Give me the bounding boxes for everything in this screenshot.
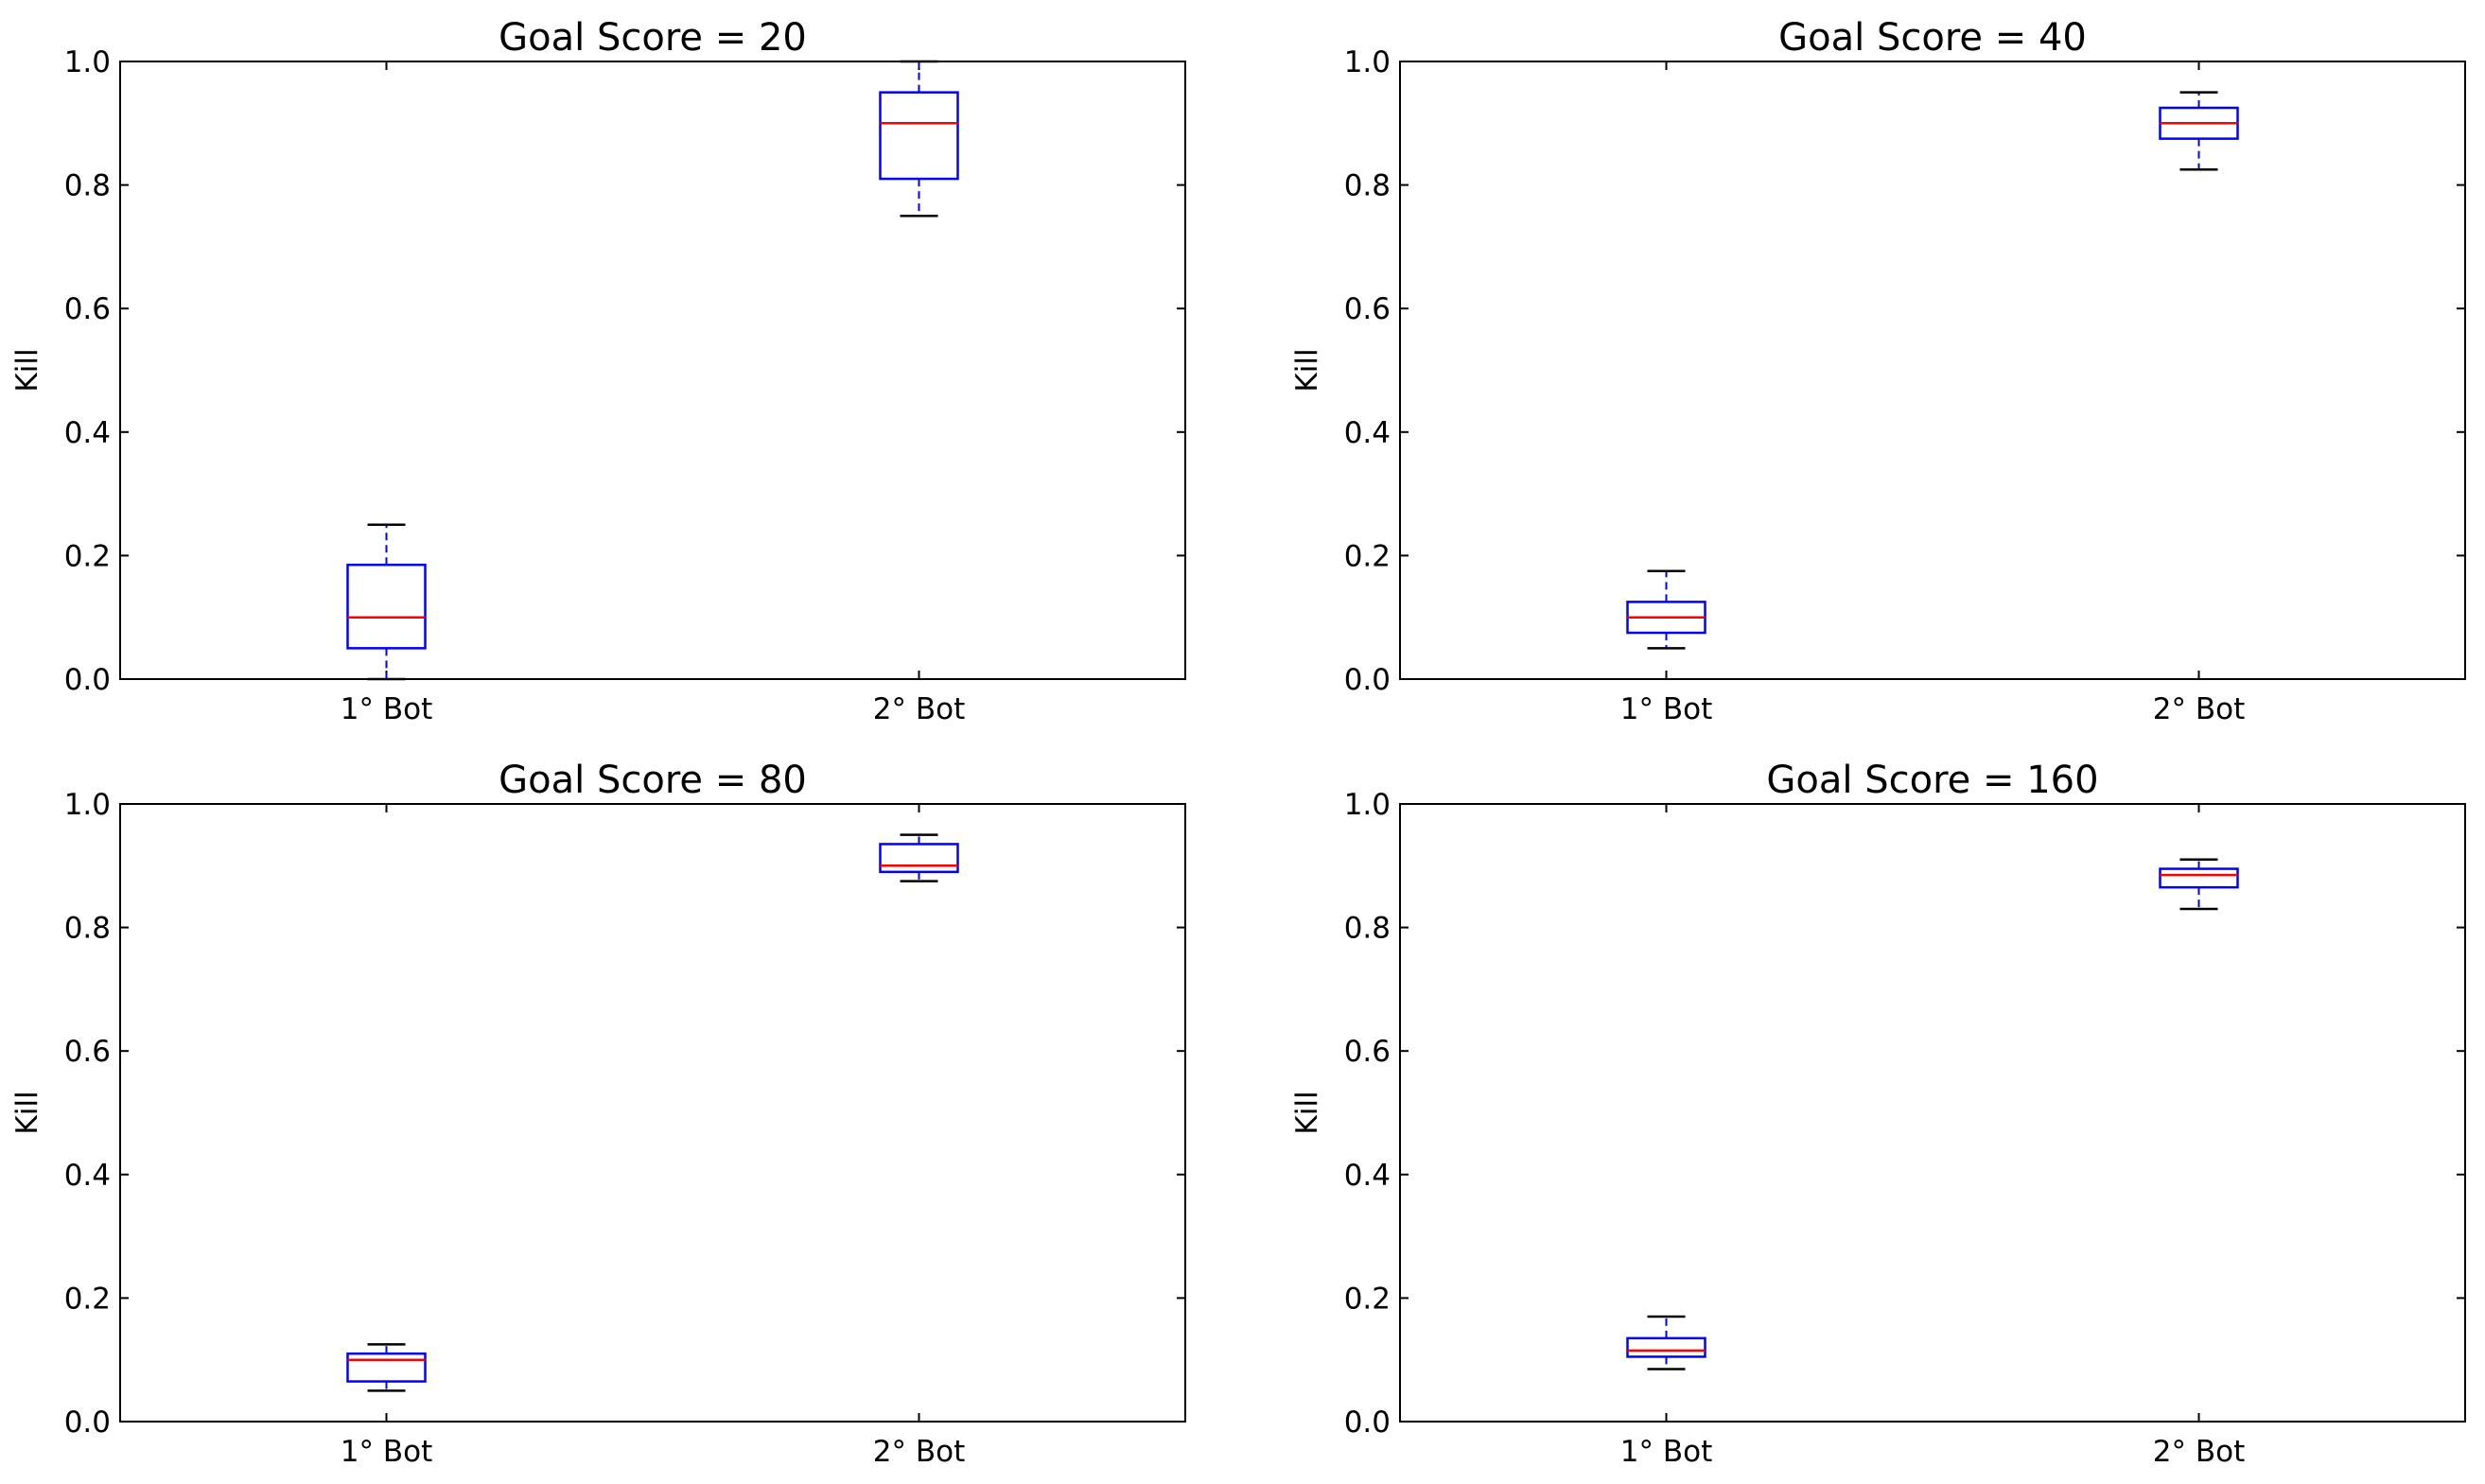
x-tick-label: 2° Bot	[873, 1435, 965, 1469]
y-tick-label: 0.4	[1344, 1159, 1391, 1193]
y-tick-label: 0.2	[64, 1282, 111, 1316]
y-tick-label: 0.8	[1344, 169, 1391, 203]
y-tick-label: 0.6	[64, 292, 111, 326]
y-tick-label: 0.4	[1344, 416, 1391, 450]
y-tick-label: 1.0	[64, 788, 111, 822]
y-tick-label: 0.6	[1344, 292, 1391, 326]
y-tick-label: 0.2	[64, 539, 111, 573]
box	[879, 843, 959, 874]
x-tick-label: 2° Bot	[2153, 1435, 2245, 1469]
y-axis-label: Kill	[1290, 348, 1324, 392]
axes-frame	[119, 61, 1186, 680]
y-tick-label: 0.8	[64, 912, 111, 946]
axes-frame	[119, 803, 1186, 1423]
y-tick-label: 0.2	[1344, 539, 1391, 573]
y-tick-label: 0.0	[1344, 663, 1391, 697]
y-tick-label: 0.4	[64, 1159, 111, 1193]
chart-title: Goal Score = 40	[1778, 16, 2087, 60]
x-tick-label: 1° Bot	[341, 692, 432, 726]
y-tick-label: 1.0	[1344, 45, 1391, 79]
y-tick-label: 0.6	[1344, 1035, 1391, 1069]
box	[879, 91, 959, 181]
axes-frame	[1399, 61, 2466, 680]
box	[2159, 867, 2239, 889]
y-axis-label: Kill	[1290, 1091, 1324, 1134]
y-tick-label: 1.0	[64, 45, 111, 79]
x-tick-label: 1° Bot	[341, 1435, 432, 1469]
y-tick-label: 0.8	[1344, 912, 1391, 946]
x-tick-label: 2° Bot	[873, 692, 965, 726]
y-axis-label: Kill	[10, 1091, 44, 1134]
box-plot-2	[879, 60, 959, 218]
x-tick-label: 1° Bot	[1620, 692, 1712, 726]
y-tick-label: 1.0	[1344, 788, 1391, 822]
x-tick-label: 1° Bot	[1620, 1435, 1712, 1469]
y-axis-label: Kill	[10, 348, 44, 392]
box-plot-2	[879, 833, 959, 882]
axes-frame	[1399, 803, 2466, 1423]
box	[346, 1352, 427, 1383]
box-plot-1	[346, 523, 427, 681]
y-tick-label: 0.4	[64, 416, 111, 450]
subplot-3: Goal Score = 80 Kill 0.0 0.2 0.4 0.6 0.8 1.0 1° …	[10, 759, 1186, 1469]
y-tick-label: 0.6	[64, 1035, 111, 1069]
x-tick-label: 2° Bot	[2153, 692, 2245, 726]
y-tick-label: 0.8	[64, 169, 111, 203]
box	[346, 563, 427, 650]
box-plot-2	[2159, 91, 2239, 171]
y-tick-label: 0.0	[64, 1405, 111, 1440]
box-plot-2	[2159, 858, 2239, 911]
chart-title: Goal Score = 20	[499, 16, 807, 60]
chart-title: Goal Score = 160	[1766, 759, 2098, 802]
box-plot-1	[1626, 569, 1706, 650]
y-tick-label: 0.0	[64, 663, 111, 697]
subplot-2: Goal Score = 40 Kill 0.0 0.2 0.4 0.6 0.8 1.0 1° …	[1290, 16, 2466, 726]
box	[1626, 1336, 1706, 1358]
subplot-4: Goal Score = 160 Kill 0.0 0.2 0.4 0.6 0.8 1.0 1°…	[1290, 759, 2466, 1469]
subplot-1: Goal Score = 20 Kill 0.0 0.2 0.4 0.6 0.8 1.0 1° …	[10, 16, 1186, 726]
box-plot-1	[346, 1343, 427, 1392]
box-plot-1	[1626, 1315, 1706, 1371]
y-tick-label: 0.0	[1344, 1405, 1391, 1440]
chart-title: Goal Score = 80	[499, 759, 807, 802]
y-tick-label: 0.2	[1344, 1282, 1391, 1316]
